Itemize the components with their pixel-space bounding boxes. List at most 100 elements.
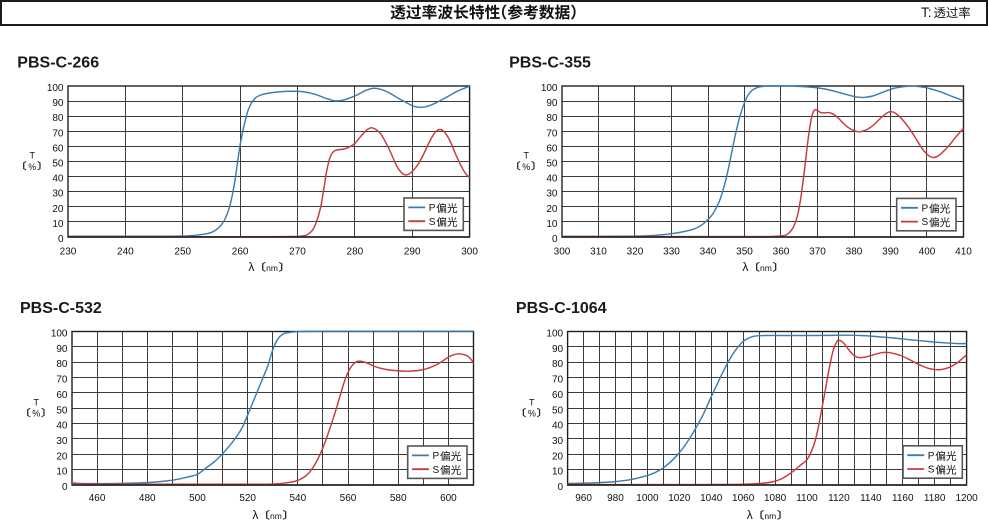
- svg-text:λ: λ: [248, 260, 254, 274]
- svg-text:270: 270: [289, 247, 306, 258]
- svg-text:nm: nm: [266, 263, 278, 273]
- svg-text:T: T: [33, 397, 39, 407]
- svg-text:70: 70: [56, 375, 68, 386]
- svg-text:P: P: [433, 451, 440, 462]
- svg-text:80: 80: [552, 359, 564, 370]
- svg-text:0: 0: [552, 234, 558, 245]
- svg-text:1080: 1080: [764, 493, 787, 504]
- svg-text:100: 100: [51, 329, 68, 340]
- svg-text:10: 10: [56, 467, 68, 478]
- svg-text:100: 100: [546, 329, 563, 340]
- svg-text:50: 50: [52, 159, 64, 170]
- svg-text:1020: 1020: [668, 493, 691, 504]
- svg-text:250: 250: [174, 247, 191, 258]
- svg-text:370: 370: [809, 247, 826, 258]
- svg-text:60: 60: [52, 143, 64, 154]
- svg-text:50: 50: [552, 405, 564, 416]
- svg-text:%: %: [28, 162, 36, 172]
- svg-text:0: 0: [58, 234, 64, 245]
- svg-text:980: 980: [607, 493, 624, 504]
- svg-text:410: 410: [955, 247, 972, 258]
- svg-text:S: S: [433, 465, 440, 476]
- svg-text:nm: nm: [760, 263, 772, 273]
- svg-text:λ: λ: [747, 508, 753, 522]
- svg-text:80: 80: [52, 113, 64, 124]
- svg-text:1040: 1040: [700, 493, 723, 504]
- svg-text:50: 50: [56, 405, 68, 416]
- svg-text:1100: 1100: [796, 493, 818, 504]
- svg-text:S: S: [928, 465, 935, 476]
- svg-text:60: 60: [56, 390, 68, 401]
- svg-text:S: S: [429, 217, 436, 228]
- svg-text:100: 100: [541, 83, 558, 94]
- svg-text:90: 90: [552, 344, 564, 355]
- svg-text:480: 480: [139, 493, 156, 504]
- svg-text:λ: λ: [252, 508, 258, 522]
- svg-text:30: 30: [546, 189, 558, 200]
- svg-text:500: 500: [189, 493, 206, 504]
- svg-text:360: 360: [773, 247, 790, 258]
- svg-text:340: 340: [700, 247, 717, 258]
- svg-text:T: T: [29, 151, 35, 161]
- svg-text:70: 70: [552, 375, 564, 386]
- svg-text:1000: 1000: [636, 493, 659, 504]
- svg-text:60: 60: [552, 390, 564, 401]
- svg-text:P: P: [922, 203, 929, 214]
- svg-text:PBS-C-266: PBS-C-266: [17, 55, 99, 72]
- svg-text:10: 10: [546, 219, 558, 230]
- svg-text:T: T: [529, 397, 535, 407]
- svg-text:280: 280: [347, 247, 364, 258]
- svg-text:70: 70: [546, 128, 558, 139]
- svg-text:310: 310: [590, 247, 607, 258]
- svg-text:600: 600: [440, 493, 457, 504]
- svg-text:0: 0: [558, 482, 564, 493]
- svg-text:nm: nm: [764, 511, 776, 521]
- svg-text:330: 330: [663, 247, 680, 258]
- svg-text:70: 70: [52, 128, 64, 139]
- svg-text:520: 520: [239, 493, 256, 504]
- svg-text:1060: 1060: [732, 493, 755, 504]
- svg-text:20: 20: [546, 204, 558, 215]
- svg-text:320: 320: [627, 247, 644, 258]
- svg-text:nm: nm: [270, 511, 282, 521]
- svg-text:560: 560: [340, 493, 357, 504]
- svg-text:PBS-C-532: PBS-C-532: [20, 300, 102, 317]
- svg-text:1140: 1140: [860, 493, 882, 504]
- svg-text:240: 240: [117, 247, 134, 258]
- svg-text:%: %: [528, 409, 536, 419]
- svg-text:10: 10: [552, 467, 564, 478]
- svg-text:20: 20: [56, 451, 68, 462]
- svg-text:390: 390: [882, 247, 899, 258]
- svg-text:460: 460: [89, 493, 106, 504]
- svg-text:100: 100: [47, 83, 64, 94]
- svg-text:300: 300: [554, 247, 571, 258]
- svg-text:10: 10: [52, 219, 64, 230]
- svg-text:PBS-C-1064: PBS-C-1064: [516, 300, 607, 317]
- svg-text:60: 60: [546, 143, 558, 154]
- svg-text:90: 90: [56, 344, 68, 355]
- svg-text:P: P: [928, 451, 935, 462]
- svg-text:50: 50: [546, 159, 558, 170]
- svg-text:960: 960: [575, 493, 592, 504]
- svg-text:20: 20: [552, 451, 564, 462]
- svg-text:T: T: [523, 151, 529, 161]
- svg-text:400: 400: [919, 247, 936, 258]
- svg-text:580: 580: [390, 493, 407, 504]
- svg-text:T:: T:: [921, 5, 932, 20]
- svg-text:40: 40: [52, 174, 64, 185]
- svg-text:%: %: [32, 409, 40, 419]
- svg-text:80: 80: [546, 113, 558, 124]
- svg-text:1200: 1200: [955, 493, 978, 504]
- svg-text:290: 290: [404, 247, 421, 258]
- svg-text:30: 30: [552, 436, 564, 447]
- svg-text:80: 80: [56, 359, 68, 370]
- svg-text:40: 40: [56, 421, 68, 432]
- svg-text:380: 380: [846, 247, 863, 258]
- svg-text:350: 350: [736, 247, 753, 258]
- svg-text:260: 260: [232, 247, 249, 258]
- svg-text:30: 30: [52, 189, 64, 200]
- svg-text:20: 20: [52, 204, 64, 215]
- svg-text:230: 230: [60, 247, 77, 258]
- svg-text:0: 0: [62, 482, 68, 493]
- svg-text:1120: 1120: [828, 493, 850, 504]
